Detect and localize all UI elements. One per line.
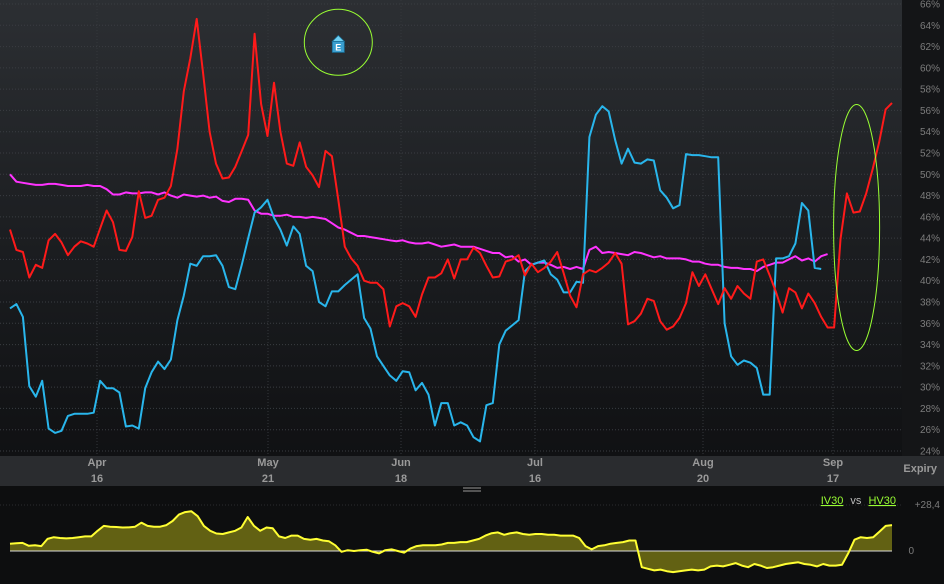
earnings-markers: EE <box>331 34 346 53</box>
y-tick-label: 66% <box>920 0 940 11</box>
sub-y-tick-zero: 0 <box>908 546 914 557</box>
x-tick-day: 17 <box>827 473 839 485</box>
x-tick-month: Sep <box>823 457 843 469</box>
x-tick-day: 20 <box>697 473 709 485</box>
x-tick-day: 16 <box>529 473 541 485</box>
y-tick-label: 58% <box>920 85 940 96</box>
y-tick-label: 32% <box>920 361 940 372</box>
y-tick-label: 38% <box>920 298 940 309</box>
legend-iv30: IV30 <box>821 495 844 507</box>
pane-resize-handle[interactable] <box>463 487 481 492</box>
y-tick-label: 34% <box>920 340 940 351</box>
highlight-ellipse-recent <box>833 104 881 351</box>
legend: IV30 vs HV30 <box>821 495 896 507</box>
series-lines <box>9 17 893 443</box>
legend-vs: vs <box>850 495 862 507</box>
x-axis: Apr 16 May 21 Jun 18 Jul 16 Aug 20 Sep 17 <box>88 457 844 485</box>
y-tick-label: 42% <box>920 255 940 266</box>
series-line-hv30 <box>9 105 822 443</box>
sub-y-tick-max: +28,4 <box>915 500 941 511</box>
y-tick-label: 48% <box>920 191 940 202</box>
earnings-marker-label: E <box>335 42 341 52</box>
x-tick-day: 16 <box>91 473 103 485</box>
y-tick-label: 36% <box>920 319 940 330</box>
x-tick-month: Apr <box>88 457 108 469</box>
highlight-ellipses <box>303 8 881 351</box>
y-tick-label: 24% <box>920 447 940 458</box>
x-tick-month: Aug <box>692 457 713 469</box>
y-tick-label: 26% <box>920 425 940 436</box>
highlight-ellipse-earnings <box>303 8 373 76</box>
x-tick-month: May <box>257 457 279 469</box>
y-tick-label: 52% <box>920 149 940 160</box>
y-tick-label: 64% <box>920 21 940 32</box>
y-tick-label: 40% <box>920 276 940 287</box>
x-axis-band <box>0 456 944 486</box>
x-tick-month: Jun <box>391 457 411 469</box>
series-line-iv30 <box>9 17 893 331</box>
x-tick-month: Jul <box>527 457 543 469</box>
y-tick-label: 28% <box>920 404 940 415</box>
spread-area-fill <box>10 511 892 573</box>
main-plot-background <box>0 0 944 456</box>
y-tick-label: 62% <box>920 42 940 53</box>
main-plot-right-gutter <box>902 0 944 456</box>
x-tick-day: 21 <box>262 473 274 485</box>
legend-hv30: HV30 <box>868 495 896 507</box>
y-tick-label: 54% <box>920 127 940 138</box>
spread-line <box>9 510 893 574</box>
main-y-axis: 24% 26% 28% 30% 32% 34% 36% 38% 40% 42% 44% 46% 48% 5… <box>920 0 940 458</box>
iv-hv-spread-area <box>9 510 893 574</box>
x-tick-day: 18 <box>395 473 407 485</box>
y-tick-label: 44% <box>920 234 940 245</box>
y-tick-label: 60% <box>920 63 940 74</box>
y-tick-label: 30% <box>920 383 940 394</box>
y-tick-label: 46% <box>920 212 940 223</box>
sub-y-axis: +28,4 0 <box>908 500 940 557</box>
y-tick-label: 50% <box>920 170 940 181</box>
y-tick-label: 56% <box>920 106 940 117</box>
series-line-mean <box>9 173 828 273</box>
x-axis-expiry-label: Expiry <box>903 463 938 475</box>
earnings-marker[interactable]: E <box>331 34 346 53</box>
